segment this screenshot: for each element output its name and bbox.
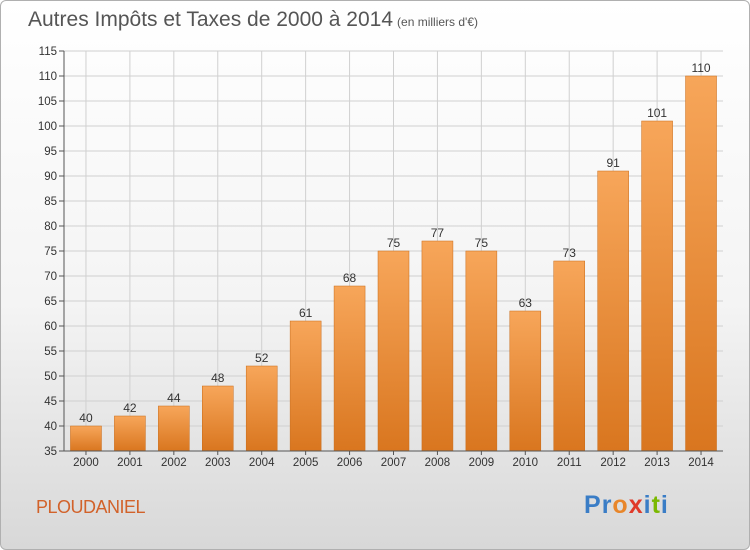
y-tick-label: 80 xyxy=(44,221,57,233)
y-tick-label: 70 xyxy=(44,271,57,283)
logo-letter: i xyxy=(660,491,669,519)
bar[interactable] xyxy=(465,250,498,452)
y-tick-label: 75 xyxy=(44,246,57,258)
y-tick-label: 110 xyxy=(39,71,57,83)
chart-title-text: Autres Impôts et Taxes de 2000 à 2014 xyxy=(28,8,394,31)
y-tick-label: 35 xyxy=(44,446,57,458)
bar[interactable] xyxy=(289,320,322,452)
y-tick-label: 60 xyxy=(44,321,57,333)
bars xyxy=(70,75,717,452)
value-label: 63 xyxy=(519,296,533,310)
y-tick-label: 50 xyxy=(44,371,57,383)
y-tick-label: 105 xyxy=(38,96,57,108)
value-label: 42 xyxy=(123,401,137,415)
y-tick-label: 65 xyxy=(44,296,57,308)
bar[interactable] xyxy=(202,385,234,452)
bar[interactable] xyxy=(245,365,278,452)
logo-letter: x xyxy=(628,491,644,519)
y-tick-label: 115 xyxy=(39,46,57,58)
value-label: 77 xyxy=(431,226,445,240)
x-tick-label: 2001 xyxy=(117,457,143,469)
bar[interactable] xyxy=(597,170,629,452)
logo-letter: P xyxy=(584,491,602,519)
bar[interactable] xyxy=(114,415,146,452)
value-label: 52 xyxy=(255,351,269,365)
y-tick-label: 85 xyxy=(44,196,57,208)
value-label: 40 xyxy=(79,411,93,425)
value-label: 75 xyxy=(387,236,401,250)
y-tick-label: 55 xyxy=(44,346,57,358)
bar[interactable] xyxy=(641,120,673,452)
y-tick-label: 40 xyxy=(44,421,57,433)
chart-title: Autres Impôts et Taxes de 2000 à 2014 (en… xyxy=(28,8,478,32)
x-tick-label: 2011 xyxy=(557,457,582,469)
value-label: 61 xyxy=(299,306,313,320)
y-tick-label: 45 xyxy=(44,396,57,408)
axes: 35 40 45 50 55 60 65 70 75 80 85 90 95 100 105 110 115 20… xyxy=(38,46,723,469)
x-tick-label: 2010 xyxy=(513,457,539,469)
value-label: 110 xyxy=(691,61,710,75)
value-label: 48 xyxy=(211,371,225,385)
bar[interactable] xyxy=(333,285,366,452)
x-tick-label: 2013 xyxy=(644,457,670,469)
value-label: 73 xyxy=(563,246,577,260)
y-tick-label: 90 xyxy=(44,171,57,183)
y-tick-label: 100 xyxy=(38,121,57,133)
bar[interactable] xyxy=(509,310,542,452)
x-tick-label: 2014 xyxy=(688,457,714,469)
x-tick-label: 2008 xyxy=(425,457,451,469)
logo-letter: r xyxy=(601,491,613,519)
place-name: PLOUDANIEL xyxy=(36,497,146,517)
bar[interactable] xyxy=(158,405,190,452)
chart-unit: (en milliers d'€) xyxy=(397,15,479,29)
logo-letter: o xyxy=(612,491,629,519)
x-tick-label: 2004 xyxy=(249,457,275,469)
value-label: 68 xyxy=(343,271,357,285)
logo-letter: i xyxy=(643,491,652,519)
value-label: 75 xyxy=(475,236,489,250)
bar[interactable] xyxy=(685,75,717,452)
logo-letter: t xyxy=(651,491,661,519)
value-label: 91 xyxy=(606,156,620,170)
proxiti-logo[interactable]: Proxiti xyxy=(584,491,669,520)
x-tick-label: 2000 xyxy=(73,457,99,469)
x-tick-label: 2007 xyxy=(381,457,407,469)
bar[interactable] xyxy=(377,250,410,452)
bar[interactable] xyxy=(70,425,102,452)
x-tick-label: 2005 xyxy=(293,457,319,469)
value-label: 44 xyxy=(167,391,181,405)
bar[interactable] xyxy=(553,260,585,452)
x-tick-label: 2006 xyxy=(337,457,363,469)
value-label: 101 xyxy=(647,106,667,120)
bar[interactable] xyxy=(421,240,454,452)
y-tick-label: 95 xyxy=(44,146,57,158)
x-tick-label: 2002 xyxy=(161,457,187,469)
x-tick-label: 2003 xyxy=(205,457,231,469)
value-labels: 40 42 44 48 52 61 68 75 77 75 63 73 91 101 110 xyxy=(79,61,711,425)
x-tick-label: 2009 xyxy=(469,457,495,469)
x-tick-label: 2012 xyxy=(600,457,626,469)
